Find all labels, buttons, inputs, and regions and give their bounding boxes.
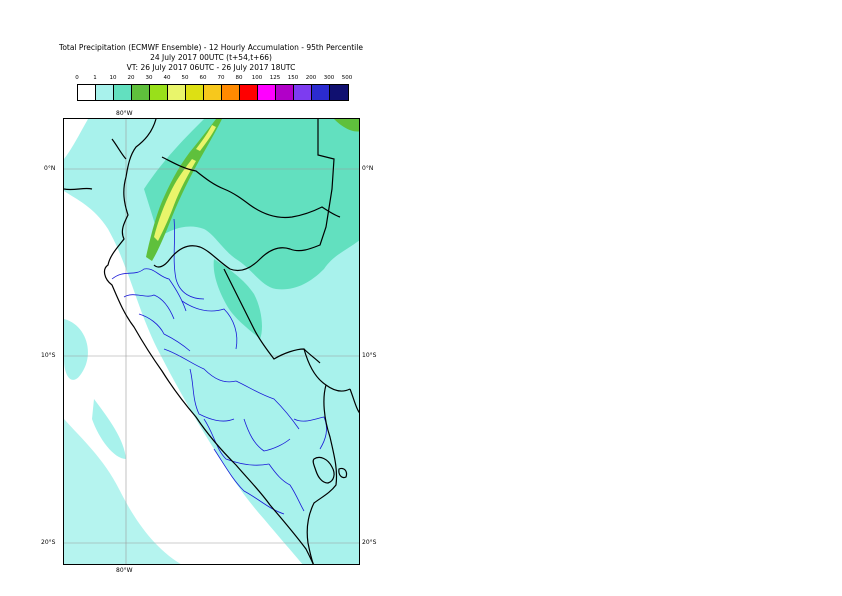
lat-label-left-10s: 10°S <box>41 352 56 359</box>
legend-swatch <box>204 85 222 100</box>
color-scale-bar <box>77 84 349 101</box>
legend-tick-label: 40 <box>163 75 171 81</box>
legend-tick-label: 10 <box>109 75 117 81</box>
legend-swatch <box>276 85 294 100</box>
map-canvas <box>64 119 359 564</box>
color-scale-ticks: 0 1 10 20 30 40 50 60 70 80 100 125 150 200 300 500 <box>75 75 352 84</box>
legend-tick-label: 30 <box>145 75 153 81</box>
lat-label-right-0n: 0°N <box>362 165 374 172</box>
ocean-precip-patch <box>64 419 181 564</box>
legend-tick-label: 20 <box>127 75 135 81</box>
lon-label-top: 80°W <box>116 110 133 117</box>
legend-swatch <box>258 85 276 100</box>
lon-label-bottom: 80°W <box>116 567 133 574</box>
dry-area-northwest <box>64 119 88 159</box>
legend-swatch <box>150 85 168 100</box>
legend-tick-label: 125 <box>269 75 281 81</box>
legend-swatch <box>78 85 96 100</box>
very-heavy-precip-andes <box>196 125 216 151</box>
lat-label-right-10s: 10°S <box>362 352 377 359</box>
legend-tick-label: 0 <box>75 75 79 81</box>
legend-tick-label: 200 <box>305 75 317 81</box>
valid-time: VT: 26 July 2017 06UTC - 26 July 2017 18… <box>126 63 296 72</box>
moderate-precip-area <box>213 259 262 339</box>
legend-swatch <box>330 85 348 100</box>
heavy-precip-patch <box>334 119 359 132</box>
legend-tick-label: 1 <box>93 75 97 81</box>
legend-swatch <box>186 85 204 100</box>
legend-tick-label: 300 <box>323 75 335 81</box>
country-borders <box>64 119 359 564</box>
base-time: 24 July 2017 00UTC (t+54,t+66) <box>150 53 272 62</box>
legend-swatch <box>96 85 114 100</box>
lat-label-left-0n: 0°N <box>44 165 56 172</box>
legend-swatch <box>294 85 312 100</box>
legend-tick-label: 80 <box>235 75 243 81</box>
legend-tick-label: 150 <box>287 75 299 81</box>
legend-swatch <box>240 85 258 100</box>
legend-tick-label: 70 <box>217 75 225 81</box>
lat-label-right-20s: 20°S <box>362 539 377 546</box>
legend-tick-label: 60 <box>199 75 207 81</box>
legend-tick-label: 500 <box>341 75 353 81</box>
legend-swatch <box>222 85 240 100</box>
legend-swatch <box>168 85 186 100</box>
lat-label-left-20s: 20°S <box>41 539 56 546</box>
legend-tick-label: 100 <box>251 75 263 81</box>
chart-title: Total Precipitation (ECMWF Ensemble) - 1… <box>59 43 363 52</box>
legend-swatch <box>312 85 330 100</box>
legend-swatch <box>132 85 150 100</box>
precipitation-map: 80°W <box>63 118 360 565</box>
dry-area-ocean <box>64 191 303 564</box>
ocean-precip-patch <box>92 399 126 459</box>
legend-tick-label: 50 <box>181 75 189 81</box>
legend-swatch <box>114 85 132 100</box>
moderate-precip-area <box>284 119 359 169</box>
very-heavy-precip-andes <box>154 159 196 241</box>
region-borders <box>111 218 327 515</box>
ocean-precip-patch <box>64 319 88 380</box>
